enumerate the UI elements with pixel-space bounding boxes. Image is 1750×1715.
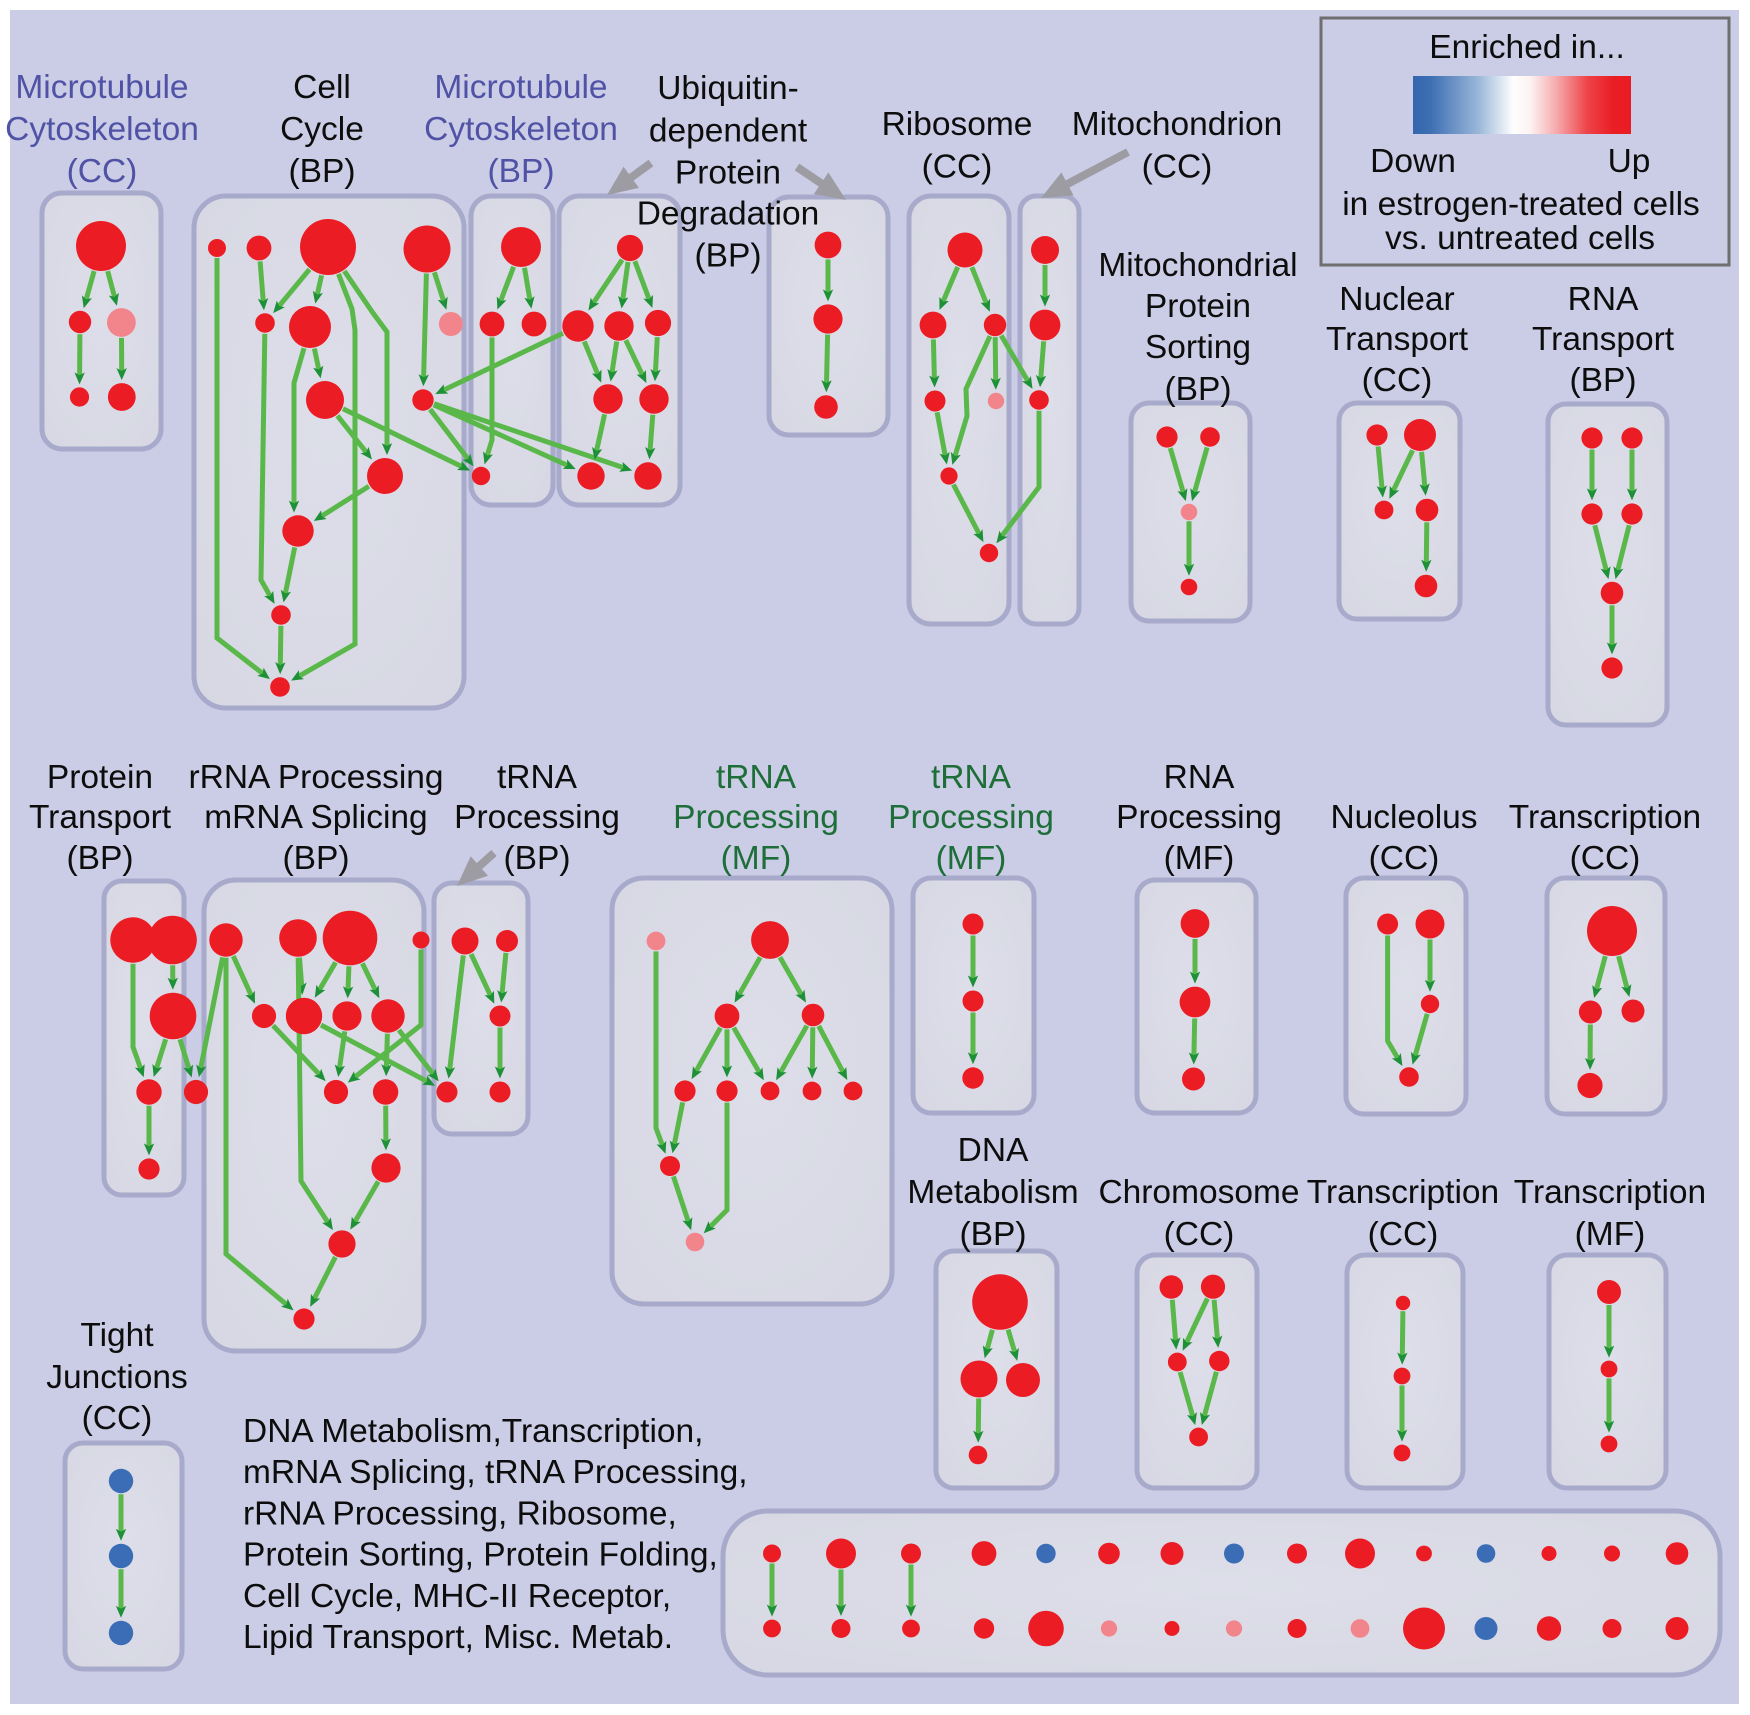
svg-text:Transcription: Transcription [1307, 1174, 1499, 1211]
svg-text:(CC): (CC) [82, 1400, 153, 1437]
svg-text:Cytoskeleton: Cytoskeleton [424, 111, 618, 148]
svg-text:(CC): (CC) [1570, 840, 1641, 877]
svg-text:(BP): (BP) [289, 153, 356, 190]
svg-text:Junctions: Junctions [46, 1359, 188, 1396]
svg-text:Microtubule: Microtubule [15, 69, 188, 106]
svg-text:Down: Down [1370, 143, 1456, 180]
svg-text:Transport: Transport [1326, 321, 1469, 358]
svg-text:tRNA: tRNA [497, 759, 578, 796]
svg-text:Chromosome: Chromosome [1098, 1174, 1299, 1211]
svg-text:Nucleolus: Nucleolus [1330, 799, 1477, 836]
svg-text:Sorting: Sorting [1145, 329, 1251, 366]
svg-text:Tight: Tight [80, 1317, 154, 1354]
svg-text:Mitochondrion: Mitochondrion [1072, 106, 1282, 143]
svg-text:Processing: Processing [1116, 799, 1282, 836]
svg-text:Protein: Protein [1145, 288, 1251, 325]
svg-text:tRNA: tRNA [931, 759, 1012, 796]
svg-text:Transcription: Transcription [1514, 1174, 1706, 1211]
svg-text:(BP): (BP) [1570, 362, 1637, 399]
svg-text:Cycle: Cycle [280, 111, 364, 148]
svg-text:Ribosome: Ribosome [882, 106, 1033, 143]
svg-text:Transcription: Transcription [1509, 799, 1701, 836]
svg-text:RNA: RNA [1164, 759, 1235, 796]
svg-text:RNA: RNA [1568, 281, 1639, 318]
svg-text:Transport: Transport [29, 799, 172, 836]
svg-text:(MF): (MF) [936, 840, 1007, 877]
svg-text:Nuclear: Nuclear [1339, 281, 1454, 318]
svg-text:Processing: Processing [454, 799, 620, 836]
svg-text:(BP): (BP) [960, 1216, 1027, 1253]
svg-text:DNA: DNA [958, 1132, 1029, 1169]
svg-text:Protein: Protein [675, 155, 781, 192]
svg-text:Transport: Transport [1532, 321, 1675, 358]
svg-text:(CC): (CC) [1142, 149, 1213, 186]
svg-text:Ubiquitin-: Ubiquitin- [657, 70, 799, 107]
svg-text:Protein Sorting, Protein Foldi: Protein Sorting, Protein Folding, [243, 1537, 718, 1574]
svg-text:DNA Metabolism,Transcription,: DNA Metabolism,Transcription, [243, 1413, 703, 1450]
svg-text:(BP): (BP) [695, 238, 762, 275]
svg-text:(MF): (MF) [1164, 840, 1235, 877]
svg-text:in estrogen-treated cells: in estrogen-treated cells [1342, 186, 1700, 223]
svg-text:tRNA: tRNA [716, 759, 797, 796]
svg-text:(BP): (BP) [1165, 371, 1232, 408]
svg-text:rRNA Processing, Ribosome,: rRNA Processing, Ribosome, [243, 1495, 677, 1532]
svg-text:Up: Up [1608, 143, 1651, 180]
svg-text:Enriched in...: Enriched in... [1429, 29, 1625, 66]
svg-text:dependent: dependent [649, 113, 808, 150]
svg-text:(BP): (BP) [488, 153, 555, 190]
svg-text:(BP): (BP) [283, 840, 350, 877]
svg-text:Degradation: Degradation [637, 196, 820, 233]
svg-text:(CC): (CC) [1369, 840, 1440, 877]
svg-text:Cell: Cell [293, 69, 351, 106]
svg-text:mRNA Splicing, tRNA Processing: mRNA Splicing, tRNA Processing, [243, 1454, 748, 1491]
svg-text:(CC): (CC) [1368, 1216, 1439, 1253]
svg-text:(MF): (MF) [1575, 1216, 1646, 1253]
svg-text:Metabolism: Metabolism [907, 1174, 1078, 1211]
svg-text:(MF): (MF) [721, 840, 792, 877]
svg-text:(CC): (CC) [922, 149, 993, 186]
svg-text:(BP): (BP) [67, 840, 134, 877]
svg-text:Cell Cycle, MHC-II Receptor,: Cell Cycle, MHC-II Receptor, [243, 1578, 671, 1615]
svg-text:(BP): (BP) [504, 840, 571, 877]
svg-text:Lipid Transport, Misc. Metab.: Lipid Transport, Misc. Metab. [243, 1619, 673, 1656]
svg-text:Mitochondrial: Mitochondrial [1098, 247, 1297, 284]
svg-text:Processing: Processing [673, 799, 839, 836]
svg-text:rRNA Processing: rRNA Processing [188, 759, 443, 796]
svg-text:(CC): (CC) [1362, 362, 1433, 399]
svg-text:Protein: Protein [47, 759, 153, 796]
svg-text:(CC): (CC) [1164, 1216, 1235, 1253]
svg-text:Microtubule: Microtubule [434, 69, 607, 106]
svg-text:mRNA Splicing: mRNA Splicing [204, 799, 427, 836]
svg-text:Cytoskeleton: Cytoskeleton [5, 111, 199, 148]
svg-text:vs. untreated cells: vs. untreated cells [1385, 220, 1655, 257]
svg-text:(CC): (CC) [67, 153, 138, 190]
svg-text:Processing: Processing [888, 799, 1054, 836]
